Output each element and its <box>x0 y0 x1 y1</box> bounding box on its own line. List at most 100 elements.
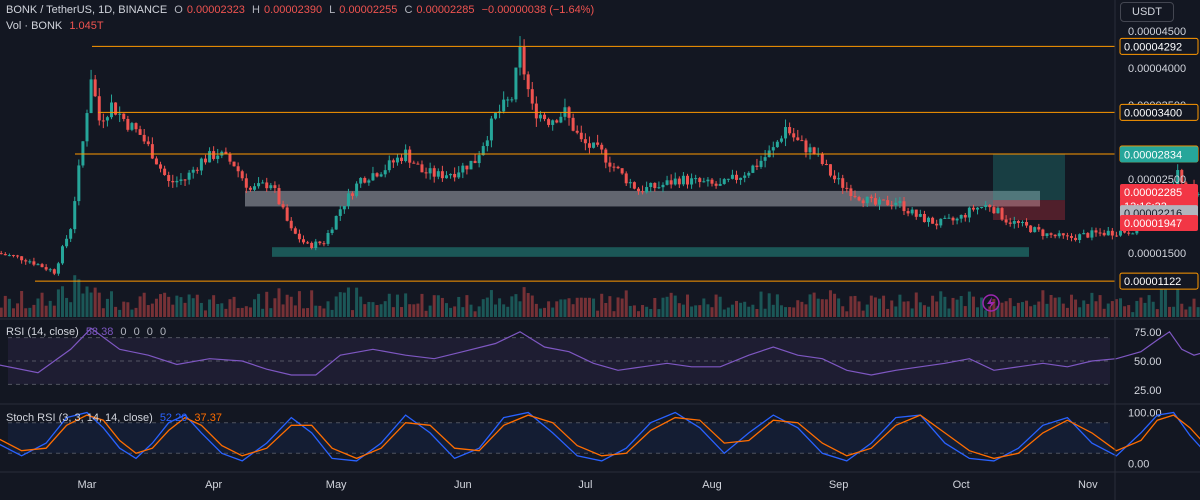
candle-body <box>575 130 579 133</box>
candle <box>628 178 632 189</box>
volume-bar <box>906 301 910 317</box>
candle <box>771 141 775 158</box>
candle <box>1012 216 1016 229</box>
candle-body <box>1041 229 1045 237</box>
candle <box>277 184 281 205</box>
volume-bar <box>97 292 101 317</box>
candle <box>171 174 175 188</box>
volume-bar <box>220 303 224 317</box>
alert-lightning-icon[interactable] <box>982 294 1000 312</box>
stoch-label[interactable]: Stoch RSI (3, 3, 14, 14, close) <box>6 412 153 424</box>
time-tick-label: Jul <box>578 479 592 491</box>
volume-bar <box>334 296 338 317</box>
volume-bar <box>567 298 571 317</box>
candle-body <box>714 183 718 186</box>
candle-body <box>1020 221 1024 223</box>
candle <box>726 178 730 183</box>
volume-bar <box>882 295 886 317</box>
candle <box>93 75 97 98</box>
candle <box>355 181 359 198</box>
volume-bar <box>677 303 681 317</box>
volume-bar <box>257 293 261 317</box>
volume-bar <box>1139 297 1143 317</box>
volume-bar <box>873 297 877 317</box>
candle-body <box>555 120 559 123</box>
candle <box>20 256 24 264</box>
volume-bar <box>547 301 551 317</box>
candle <box>342 205 346 214</box>
candle <box>363 176 367 184</box>
volume-bar <box>902 301 906 317</box>
candle-body <box>882 199 886 201</box>
rsi-label[interactable]: RSI (14, close) <box>6 326 79 338</box>
volume-bar <box>592 298 596 317</box>
candle-body <box>261 182 265 184</box>
candle-body <box>257 183 261 187</box>
currency-button[interactable]: USDT <box>1120 2 1174 22</box>
volume-bar <box>359 296 363 317</box>
candle-body <box>657 187 661 189</box>
volume-bar <box>551 307 555 317</box>
badge-text: 0.00001947 <box>1124 218 1182 230</box>
candle <box>77 159 81 206</box>
candle-body <box>698 178 702 183</box>
candle <box>1016 219 1020 228</box>
candle-body <box>7 255 11 257</box>
candle <box>910 207 914 216</box>
candle-body <box>620 168 624 174</box>
candle-body <box>52 269 56 274</box>
volume-label[interactable]: Vol · BONK <box>6 20 63 32</box>
candle-body <box>967 207 971 218</box>
volume-bar <box>236 308 240 317</box>
candle <box>444 171 448 179</box>
candle-body <box>1074 237 1078 241</box>
candle-body <box>1110 230 1114 236</box>
volume-bar <box>163 292 167 317</box>
volume-bar <box>1159 289 1163 317</box>
candle <box>346 188 350 210</box>
volume-bar <box>865 304 869 317</box>
candle-body <box>359 177 363 184</box>
candle <box>865 196 869 207</box>
candle <box>65 235 69 249</box>
candle <box>1131 232 1135 235</box>
candle-body <box>159 164 163 169</box>
candle-body <box>461 165 465 173</box>
candle <box>877 197 881 210</box>
candle-body <box>20 256 24 261</box>
candle <box>739 177 743 185</box>
volume-bar <box>767 293 771 317</box>
candle-body <box>355 183 359 196</box>
volume-bar <box>1135 300 1139 317</box>
volume-bar <box>931 295 935 317</box>
candle-body <box>375 173 379 177</box>
candle-body <box>796 137 800 141</box>
volume-bar <box>824 299 828 317</box>
candle <box>1053 234 1057 239</box>
candle <box>465 165 469 175</box>
volume-bar <box>837 298 841 317</box>
candle-body <box>318 241 322 244</box>
volume-bar <box>1049 294 1053 317</box>
candle-body <box>351 193 355 196</box>
candle <box>306 240 310 245</box>
candle <box>632 181 636 190</box>
symbol-title[interactable]: BONK / TetherUS, 1D, BINANCE <box>6 4 168 16</box>
volume-bar <box>669 292 673 317</box>
price-badge-target: 0.00002834 <box>1120 146 1198 163</box>
candle-body <box>134 123 138 130</box>
candle <box>375 172 379 178</box>
volume-bar <box>375 305 379 317</box>
volume-bar <box>649 308 653 317</box>
candle <box>992 205 996 214</box>
close-value: 0.00002285 <box>416 4 475 16</box>
candle <box>951 216 955 225</box>
candle <box>240 169 244 181</box>
candle <box>379 172 383 178</box>
candle <box>636 187 640 195</box>
volume-bar <box>861 310 865 317</box>
volume-bar <box>608 296 612 317</box>
candle <box>694 174 698 184</box>
candle <box>203 154 207 165</box>
